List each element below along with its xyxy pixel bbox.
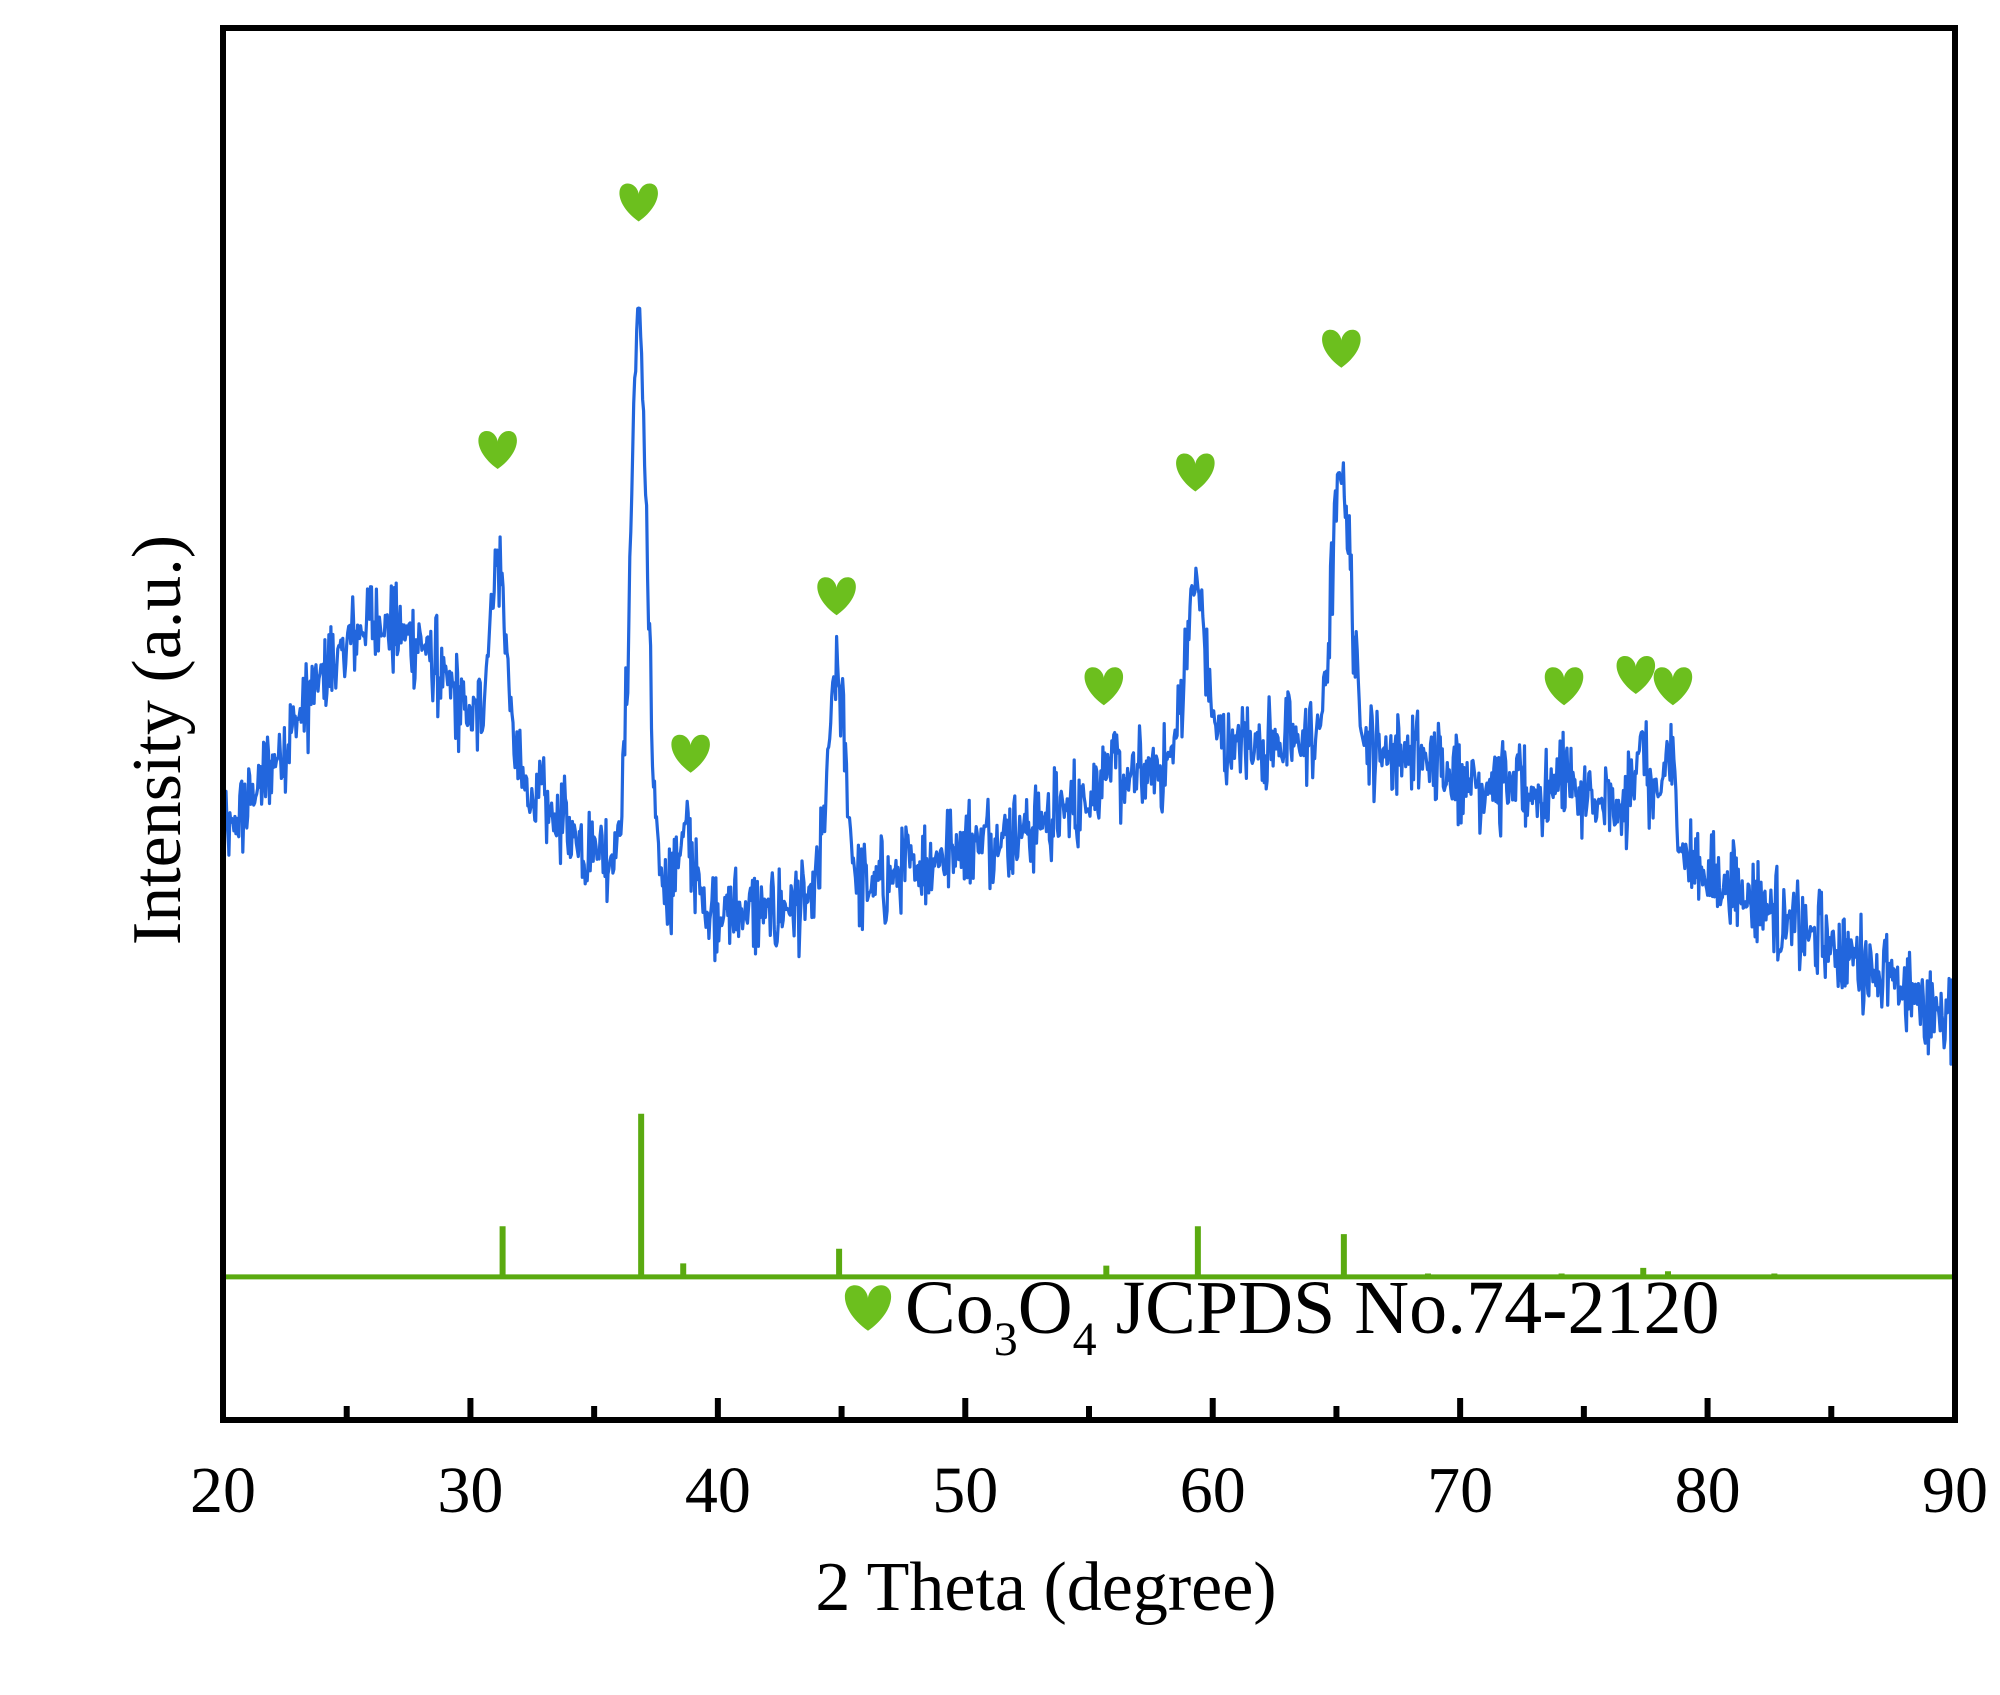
x-tick-label: 50	[932, 1454, 998, 1527]
x-tick-label: 60	[1180, 1454, 1246, 1527]
x-tick-label: 30	[437, 1454, 503, 1527]
heart-icon	[817, 577, 856, 616]
x-tick-label: 40	[685, 1454, 751, 1527]
heart-icon	[478, 431, 517, 469]
heart-icon	[671, 734, 710, 773]
sample-pattern-line	[221, 306, 1957, 1066]
heart-icon	[1616, 656, 1656, 694]
x-tick-label: 20	[190, 1454, 256, 1527]
legend-label: Co3O4 JCPDS No.74-2120	[905, 1266, 1719, 1366]
x-axis-title: 2 Theta (degree)	[815, 1549, 1276, 1626]
heart-icon	[1084, 667, 1124, 706]
legend-subscript: 4	[1073, 1313, 1097, 1366]
y-axis-title: Intensity (a.u.)	[119, 535, 196, 945]
x-tick-label: 70	[1427, 1454, 1493, 1527]
heart-icon	[619, 183, 658, 222]
x-tick-label: 90	[1922, 1454, 1988, 1527]
legend-text-part: O	[1018, 1266, 1073, 1350]
legend-text-part: Co	[905, 1266, 994, 1350]
x-tick-label: 80	[1675, 1454, 1741, 1527]
heart-icon	[844, 1285, 892, 1331]
heart-icon	[1322, 329, 1361, 368]
plot-area	[221, 306, 1957, 1280]
peak-markers	[478, 183, 1693, 773]
heart-icon	[1176, 453, 1215, 492]
heart-icon	[1653, 667, 1693, 706]
legend: Co3O4 JCPDS No.74-2120	[844, 1266, 1719, 1366]
legend-text-part: JCPDS No.74-2120	[1097, 1266, 1720, 1350]
legend-subscript: 3	[994, 1313, 1018, 1366]
x-axis: 20 30 40 50 60 70 80 90	[190, 1398, 1988, 1527]
heart-icon	[1544, 667, 1584, 706]
